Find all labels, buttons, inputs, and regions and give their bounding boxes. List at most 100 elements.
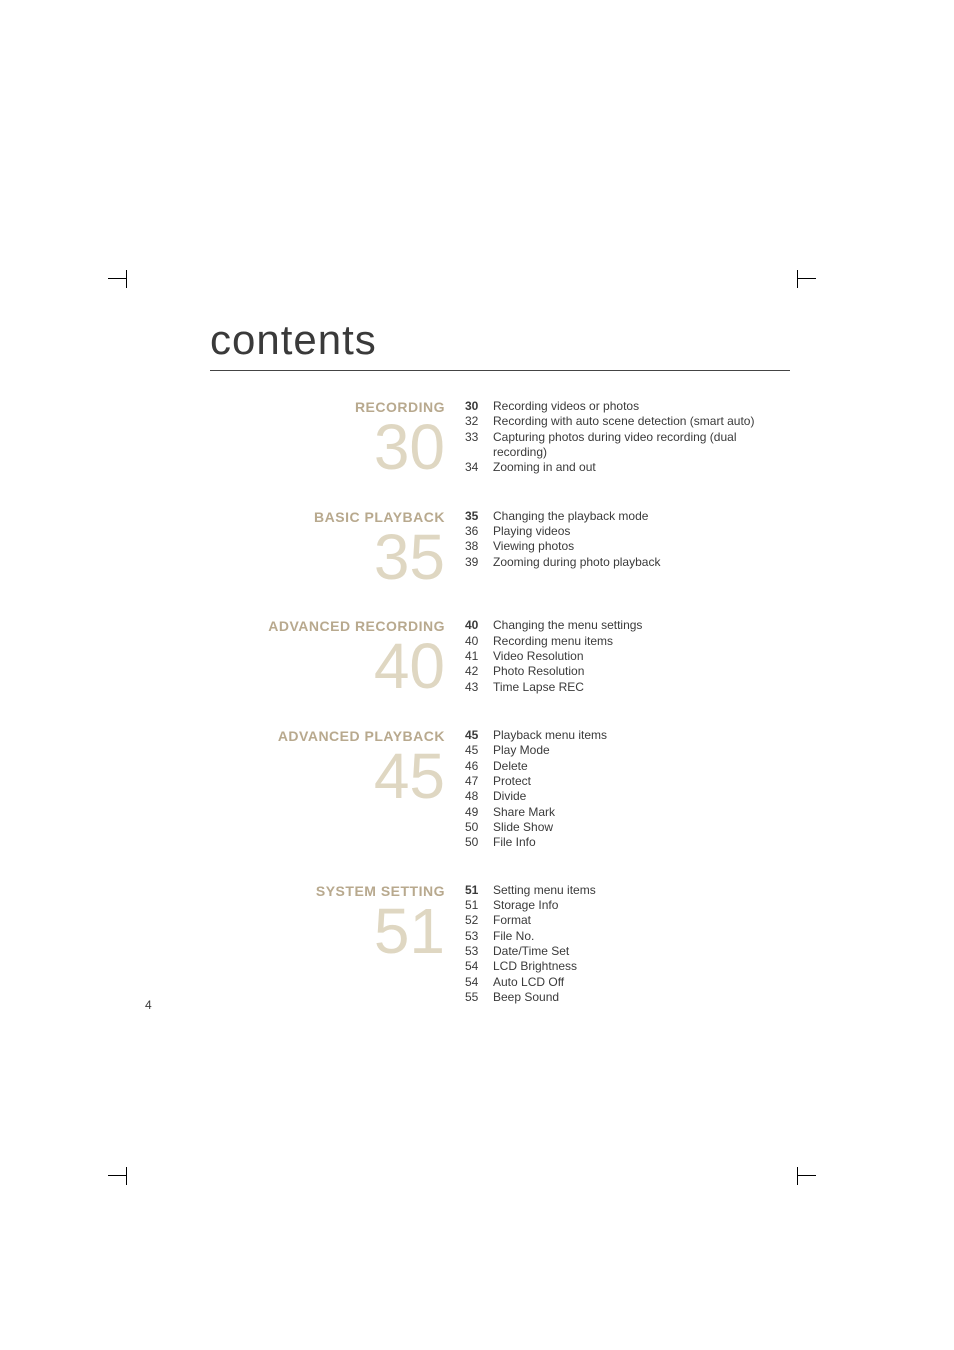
toc-item-label: Auto LCD Off [493,975,790,990]
toc-item: 35Changing the playback mode [465,509,790,524]
toc-section: ADVANCED RECORDING4040Changing the menu … [210,618,790,696]
toc-item-label: Protect [493,774,790,789]
toc-item-page: 45 [465,743,493,758]
toc-item-page: 40 [465,634,493,649]
toc-item-page: 36 [465,524,493,539]
toc-item: 43Time Lapse REC [465,680,790,695]
crop-mark-top-left [108,278,126,279]
toc-item-label: File No. [493,929,790,944]
toc-item-page: 46 [465,759,493,774]
toc-item-page: 41 [465,649,493,664]
toc-item-page: 54 [465,975,493,990]
toc-item-page: 48 [465,789,493,804]
sections-container: RECORDING3030Recording videos or photos3… [210,399,790,1006]
toc-item: 40Changing the menu settings [465,618,790,633]
toc-item-label: Changing the menu settings [493,618,790,633]
toc-item-label: Changing the playback mode [493,509,790,524]
toc-item: 50File Info [465,835,790,850]
toc-item: 33Capturing photos during video recordin… [465,430,790,461]
section-left-column: ADVANCED RECORDING40 [210,618,465,696]
toc-item: 47Protect [465,774,790,789]
toc-item: 54LCD Brightness [465,959,790,974]
section-big-number: 30 [210,419,445,477]
toc-item-label: LCD Brightness [493,959,790,974]
toc-item-label: Recording videos or photos [493,399,790,414]
toc-item-label: Zooming during photo playback [493,555,790,570]
section-right-column: 51Setting menu items51Storage Info52Form… [465,883,790,1006]
toc-item-label: Delete [493,759,790,774]
section-left-column: SYSTEM SETTING51 [210,883,465,1006]
toc-item: 39Zooming during photo playback [465,555,790,570]
section-right-column: 40Changing the menu settings40Recording … [465,618,790,696]
toc-item: 50Slide Show [465,820,790,835]
toc-item-label: File Info [493,835,790,850]
toc-item: 36Playing videos [465,524,790,539]
toc-item: 41Video Resolution [465,649,790,664]
toc-item-page: 32 [465,414,493,429]
crop-mark-bottom-left [108,1175,126,1176]
toc-item-label: Recording with auto scene detection (sma… [493,414,790,429]
toc-item-page: 50 [465,820,493,835]
toc-item: 45Playback menu items [465,728,790,743]
toc-section: ADVANCED PLAYBACK4545Playback menu items… [210,728,790,851]
toc-item-page: 47 [465,774,493,789]
content-area: contents RECORDING3030Recording videos o… [210,316,790,1038]
toc-item: 42Photo Resolution [465,664,790,679]
toc-item-label: Playback menu items [493,728,790,743]
toc-item-page: 50 [465,835,493,850]
toc-item-label: Time Lapse REC [493,680,790,695]
toc-item: 55Beep Sound [465,990,790,1005]
toc-item-page: 30 [465,399,493,414]
toc-item-label: Format [493,913,790,928]
toc-item-label: Recording menu items [493,634,790,649]
toc-item: 32Recording with auto scene detection (s… [465,414,790,429]
toc-section: SYSTEM SETTING5151Setting menu items51St… [210,883,790,1006]
toc-item: 46Delete [465,759,790,774]
toc-item: 49Share Mark [465,805,790,820]
toc-item: 54Auto LCD Off [465,975,790,990]
section-big-number: 40 [210,638,445,696]
toc-item: 45Play Mode [465,743,790,758]
toc-item-label: Setting menu items [493,883,790,898]
toc-item: 53File No. [465,929,790,944]
toc-item: 38Viewing photos [465,539,790,554]
toc-item-page: 54 [465,959,493,974]
section-right-column: 30Recording videos or photos32Recording … [465,399,790,477]
toc-item-page: 38 [465,539,493,554]
toc-item: 51Setting menu items [465,883,790,898]
section-left-column: RECORDING30 [210,399,465,477]
section-left-column: BASIC PLAYBACK35 [210,509,465,587]
toc-item-page: 53 [465,929,493,944]
toc-item-label: Photo Resolution [493,664,790,679]
toc-section: BASIC PLAYBACK3535Changing the playback … [210,509,790,587]
toc-item-page: 53 [465,944,493,959]
toc-item-label: Divide [493,789,790,804]
toc-section: RECORDING3030Recording videos or photos3… [210,399,790,477]
toc-item-label: Storage Info [493,898,790,913]
toc-item-page: 40 [465,618,493,633]
toc-item: 48Divide [465,789,790,804]
toc-item: 30Recording videos or photos [465,399,790,414]
toc-item-label: Slide Show [493,820,790,835]
toc-item-page: 43 [465,680,493,695]
toc-item-page: 33 [465,430,493,461]
toc-item-page: 45 [465,728,493,743]
section-right-column: 45Playback menu items45Play Mode46Delete… [465,728,790,851]
toc-item: 52Format [465,913,790,928]
toc-item-label: Date/Time Set [493,944,790,959]
toc-item-label: Playing videos [493,524,790,539]
toc-item: 53Date/Time Set [465,944,790,959]
crop-mark-bottom-right [798,1175,816,1176]
page-title: contents [210,316,790,371]
toc-item: 51Storage Info [465,898,790,913]
toc-item-page: 55 [465,990,493,1005]
toc-item-page: 49 [465,805,493,820]
toc-item-label: Video Resolution [493,649,790,664]
section-big-number: 45 [210,748,445,806]
toc-item-page: 39 [465,555,493,570]
section-left-column: ADVANCED PLAYBACK45 [210,728,465,851]
toc-item-page: 42 [465,664,493,679]
page-number: 4 [145,998,152,1012]
toc-item-page: 51 [465,883,493,898]
toc-item-page: 35 [465,509,493,524]
